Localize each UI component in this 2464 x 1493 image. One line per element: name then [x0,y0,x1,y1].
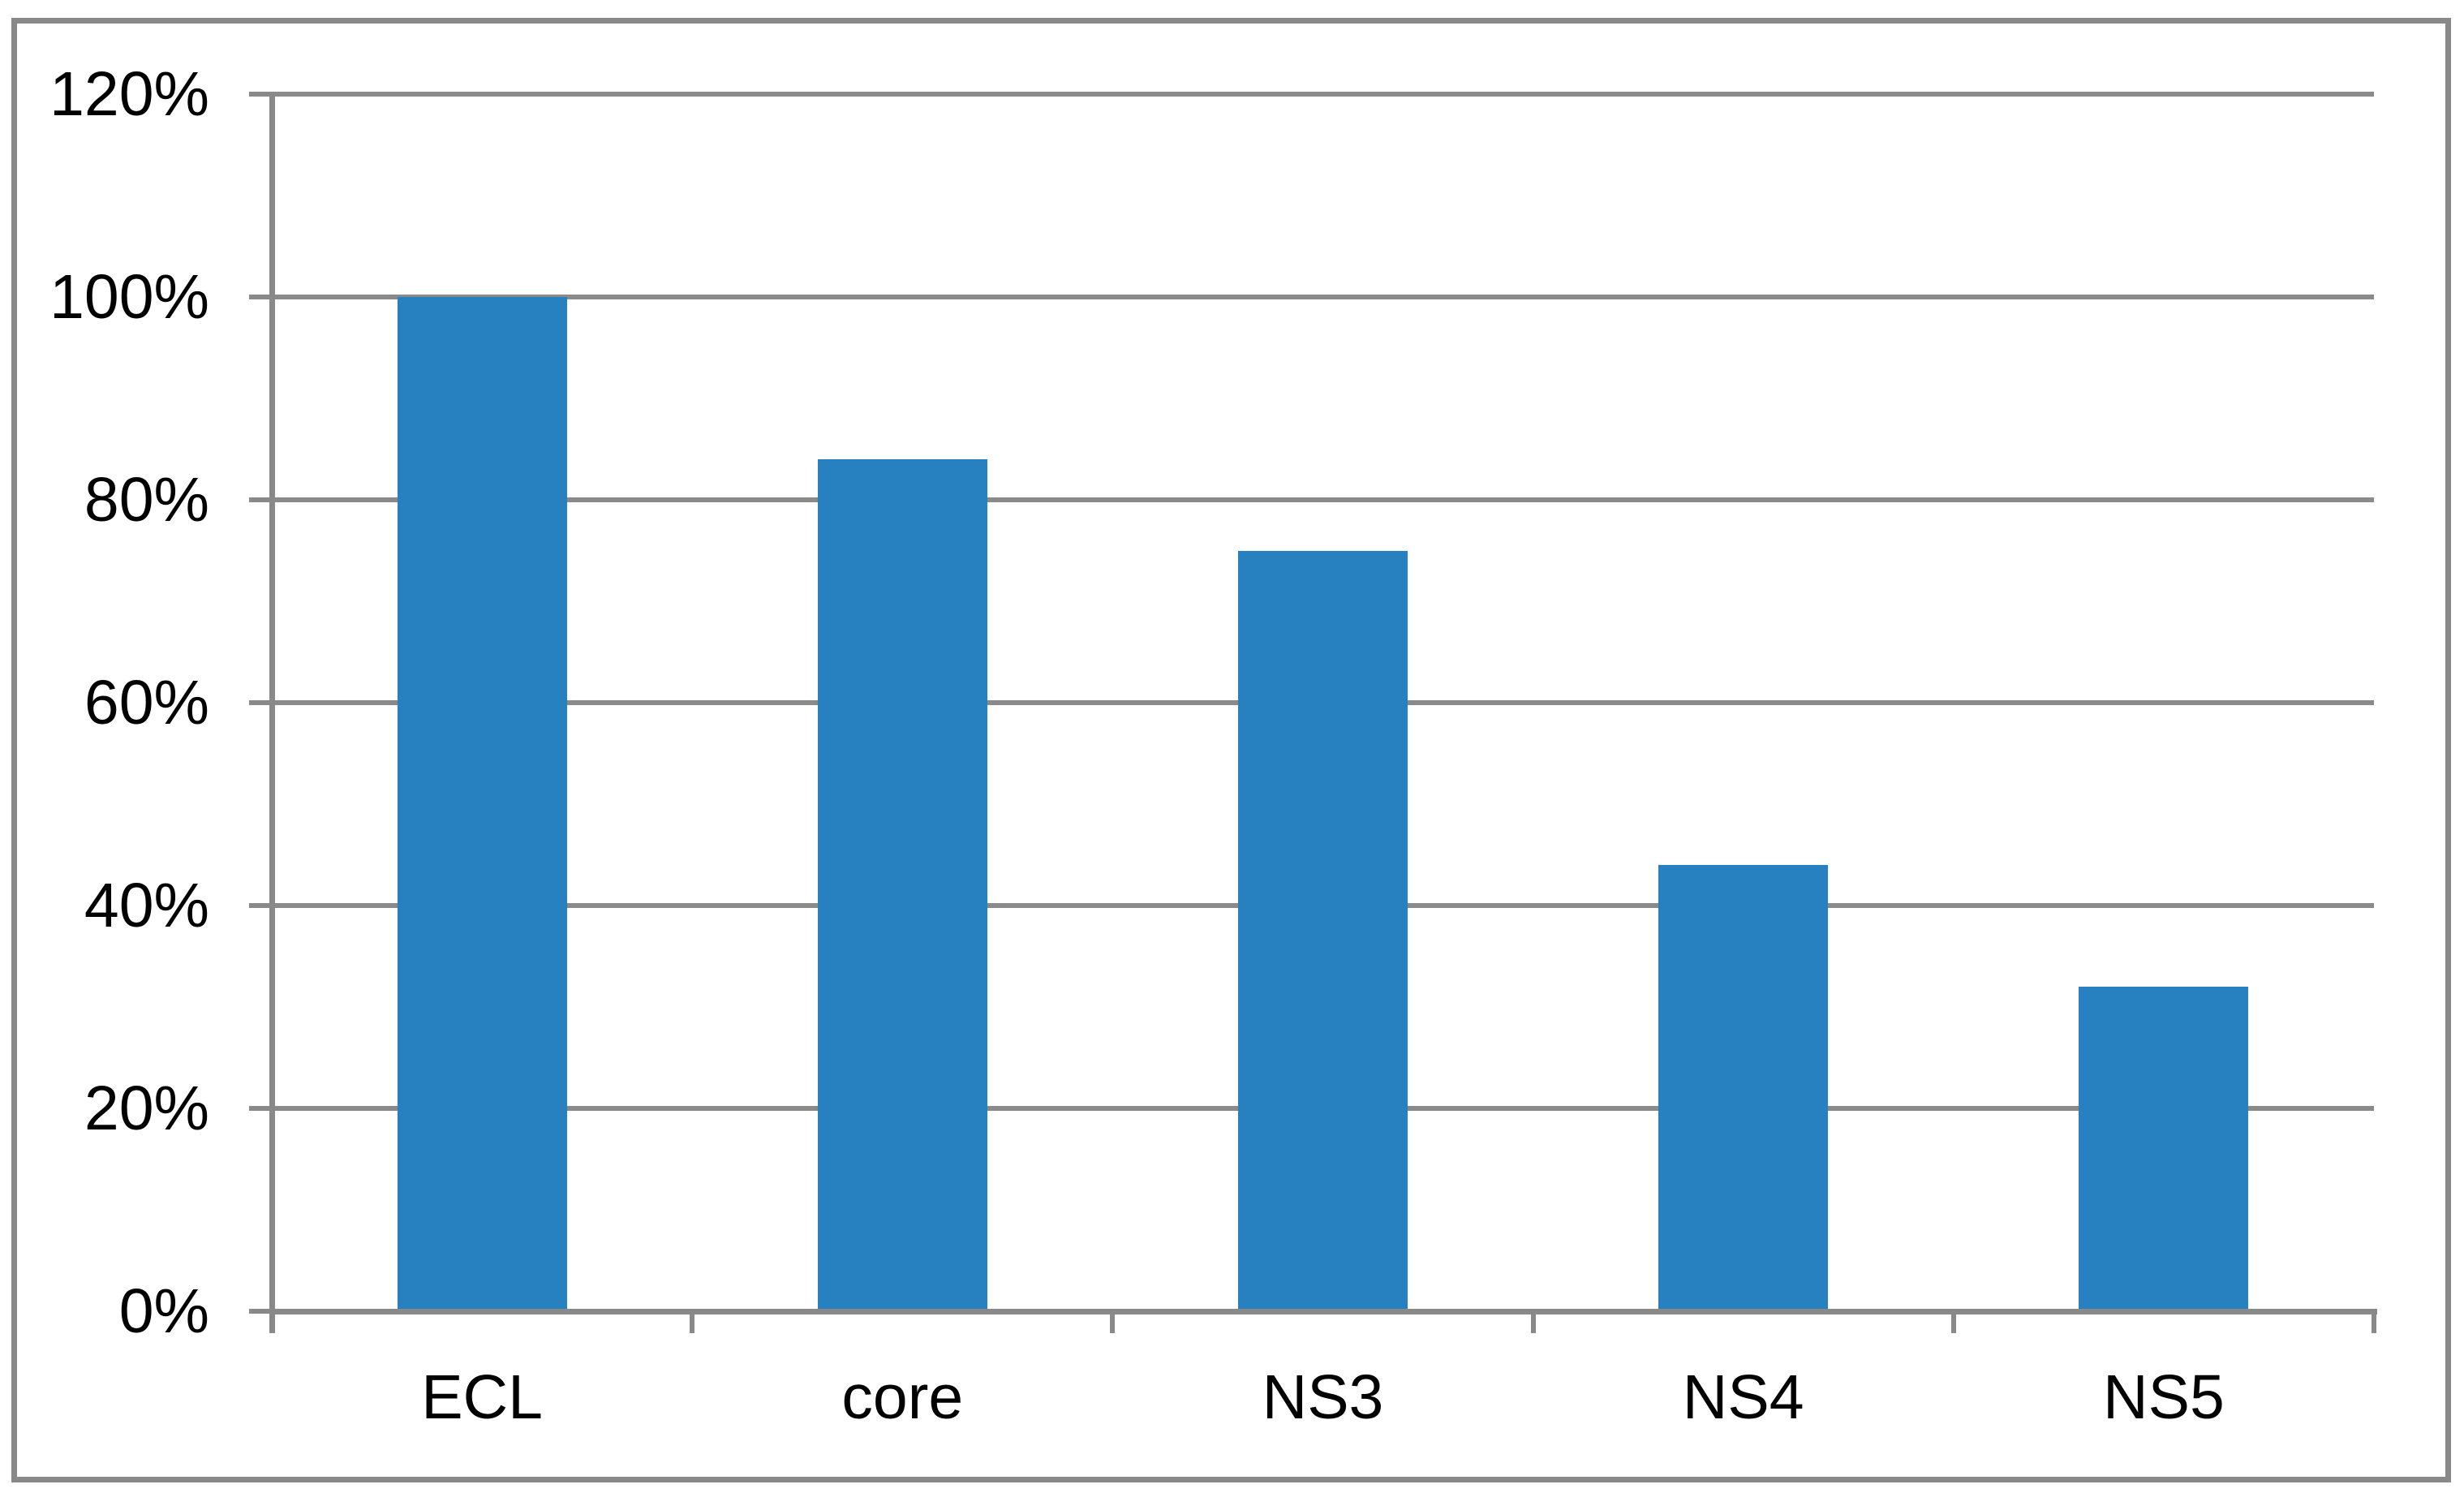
x-category-label: NS3 [1262,1362,1384,1432]
x-tick [1110,1309,1116,1333]
y-tick [249,1309,272,1314]
bar-core [817,459,987,1311]
bar-ecl [397,297,567,1311]
y-tick [249,903,272,908]
y-tick [249,700,272,705]
x-category-label: ECL [421,1362,543,1432]
x-tick [2372,1309,2376,1333]
chart-border [11,18,2451,1482]
y-tick-label: 60% [84,668,209,738]
gridline [272,295,2374,299]
y-tick-label: 20% [84,1073,209,1143]
y-tick-label: 80% [84,465,209,535]
y-tick-label: 40% [84,871,209,940]
x-tick [269,1309,274,1333]
x-category-label: core [841,1362,964,1432]
bar-ns5 [2079,987,2249,1311]
bar-ns3 [1238,550,1408,1311]
x-axis-line [269,1309,2377,1314]
x-category-label: NS4 [1682,1362,1804,1432]
y-tick [249,295,272,299]
x-tick [1530,1309,1536,1333]
y-tick [249,92,272,97]
bar-ns4 [1658,865,1829,1311]
gridline [272,497,2374,502]
gridline [272,92,2374,97]
y-axis-line [269,94,275,1333]
y-tick-label: 0% [118,1276,209,1346]
x-category-label: NS5 [2102,1362,2225,1432]
y-tick-label: 120% [49,59,209,129]
y-tick [249,1106,272,1111]
x-tick [1950,1309,1956,1333]
y-tick [249,497,272,502]
x-tick [690,1309,695,1333]
y-tick-label: 100% [49,262,209,332]
